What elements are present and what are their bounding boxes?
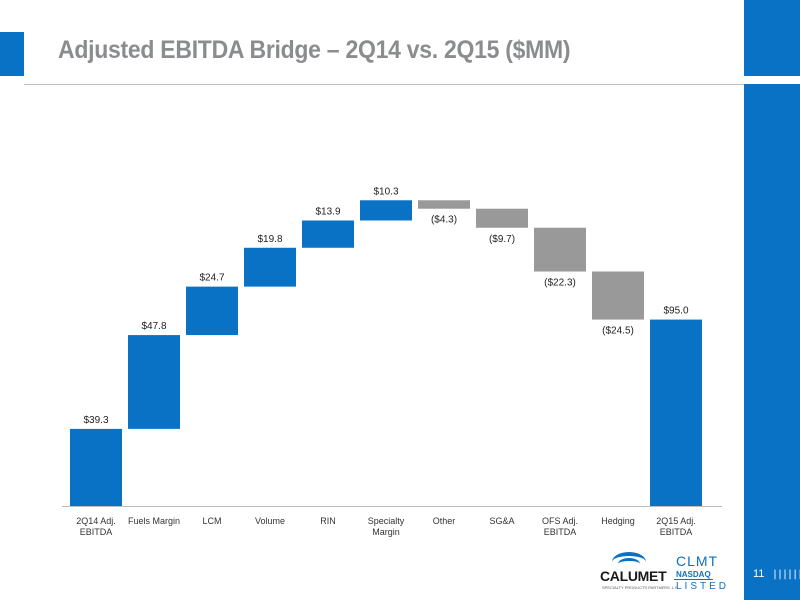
slide-title: Adjusted EBITDA Bridge – 2Q14 vs. 2Q15 (…: [58, 36, 571, 64]
calumet-logo-name: CALUMET: [600, 568, 667, 584]
data-label-1: $47.8: [141, 321, 166, 332]
listed-text: LISTED: [676, 581, 730, 592]
calumet-arc-icon: [612, 552, 646, 572]
page-number: 11: [753, 568, 765, 580]
category-label-6: Other: [433, 516, 456, 526]
category-label-2: LCM: [202, 516, 221, 526]
data-label-5: $10.3: [373, 186, 398, 197]
bar-0: [70, 428, 122, 506]
data-label-7: ($9.7): [489, 234, 515, 245]
category-label-0: 2Q14 Adj. EBITDA: [76, 516, 116, 537]
footer-decoration: ||||||||: [772, 569, 800, 580]
data-label-0: $39.3: [83, 415, 108, 426]
category-label-7: SG&A: [489, 516, 514, 526]
data-label-8: ($22.3): [544, 278, 576, 289]
category-label-5: Specialty Margin: [368, 516, 405, 537]
category-label-10: 2Q15 Adj. EBITDA: [656, 516, 696, 537]
right-accent-bar: [744, 0, 800, 600]
ticker-symbol: CLMT: [676, 553, 719, 569]
data-label-2: $24.7: [199, 273, 224, 284]
data-label-3: $19.8: [257, 234, 282, 245]
data-label-4: $13.9: [315, 206, 340, 217]
category-label-9: Hedging: [601, 516, 635, 526]
category-label-1: Fuels Margin: [128, 516, 180, 526]
bar-8: [534, 227, 586, 272]
bar-4: [302, 220, 354, 248]
bar-7: [476, 208, 528, 228]
bar-5: [360, 200, 412, 221]
bar-10: [650, 319, 702, 506]
data-label-9: ($24.5): [602, 326, 634, 337]
data-label-6: ($4.3): [431, 215, 457, 226]
bar-2: [186, 286, 238, 336]
category-label-8: OFS Adj. EBITDA: [542, 516, 578, 537]
data-label-10: $95.0: [663, 306, 688, 317]
right-accent-gap: [744, 76, 800, 84]
calumet-logo-sub: SPECIALTY PRODUCTS PARTNERS, L.P.: [602, 585, 679, 590]
calumet-arc-inner-icon: [618, 558, 640, 570]
calumet-logo: CALUMET SPECIALTY PRODUCTS PARTNERS, L.P…: [596, 552, 679, 596]
bar-3: [244, 247, 296, 287]
left-accent-bar: [0, 32, 24, 76]
bar-9: [592, 271, 644, 320]
category-label-3: Volume: [255, 516, 285, 526]
bar-1: [128, 335, 180, 429]
title-divider: [24, 84, 744, 85]
bar-6: [418, 200, 470, 209]
category-label-4: RIN: [320, 516, 336, 526]
nasdaq-listed-logo: CLMT NASDAQ LISTED: [670, 553, 726, 595]
exchange-name: NASDAQ: [674, 570, 713, 580]
